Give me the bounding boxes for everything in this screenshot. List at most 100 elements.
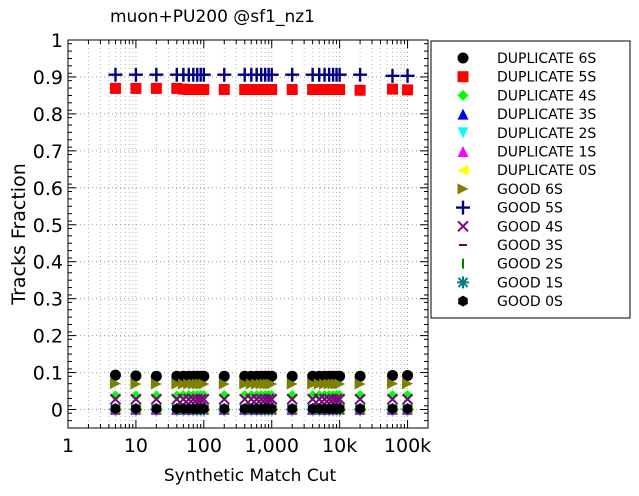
data-point xyxy=(307,378,319,390)
legend-marker xyxy=(457,183,469,195)
data-point xyxy=(150,82,162,94)
data-point xyxy=(109,369,121,381)
data-point xyxy=(218,370,230,382)
data-point xyxy=(353,67,368,82)
data-point xyxy=(333,393,346,405)
data-point xyxy=(218,378,230,390)
data-point xyxy=(262,393,275,405)
data-point xyxy=(109,390,121,402)
legend-entry: GOOD 1S xyxy=(457,275,563,291)
legend-marker xyxy=(456,200,470,215)
data-point xyxy=(400,68,415,83)
data-point xyxy=(198,378,210,390)
data-point xyxy=(286,378,298,390)
data-point xyxy=(286,393,298,405)
data-point xyxy=(150,378,162,390)
series-good-4s xyxy=(109,393,414,405)
data-point xyxy=(330,393,343,405)
data-point xyxy=(110,403,121,415)
plot-area xyxy=(67,39,429,429)
data-point xyxy=(218,84,230,96)
legend-marker xyxy=(457,108,469,120)
data-point xyxy=(354,389,366,401)
legend-marker xyxy=(457,71,469,83)
x-tick-label: 10k xyxy=(322,435,357,457)
y-tick-label: 1 xyxy=(51,30,63,52)
legend-entry: DUPLICATE 1S xyxy=(457,145,596,161)
axis-ticks xyxy=(67,39,429,429)
legend-label: DUPLICATE 5S xyxy=(497,70,596,86)
legend-entry: DUPLICATE 0S xyxy=(457,163,596,179)
data-point xyxy=(250,393,263,405)
data-point xyxy=(266,393,278,405)
data-point xyxy=(150,390,162,402)
data-point xyxy=(131,403,141,415)
data-point xyxy=(218,389,230,401)
x-tick-label: 100 xyxy=(186,435,222,457)
legend-entry: DUPLICATE 2S xyxy=(457,126,596,142)
data-point xyxy=(199,403,209,415)
data-point xyxy=(239,84,251,96)
data-point xyxy=(402,84,414,96)
data-point xyxy=(386,393,399,405)
data-point xyxy=(285,67,300,82)
data-point xyxy=(150,393,163,405)
data-points xyxy=(108,67,415,416)
data-point xyxy=(307,389,319,401)
series-duplicate-6s xyxy=(109,369,414,382)
legend-entry: GOOD 5S xyxy=(456,200,563,217)
y-tick-label: 0.2 xyxy=(33,326,63,348)
series-good-6s xyxy=(109,378,414,390)
data-point xyxy=(109,393,122,405)
legend-label: GOOD 5S xyxy=(497,201,563,217)
data-point xyxy=(266,370,278,382)
data-point xyxy=(401,393,414,405)
legend-label: GOOD 0S xyxy=(497,294,563,310)
legend-items: DUPLICATE 6S DUPLICATE 5S DUPLICATE 4S DUPL… xyxy=(456,51,596,310)
data-point xyxy=(334,403,345,415)
legend-entry: DUPLICATE 3S xyxy=(457,107,596,123)
data-point xyxy=(332,67,347,82)
data-point xyxy=(266,403,277,415)
y-tick-label: 0.8 xyxy=(33,104,63,126)
series-good-0s xyxy=(110,403,413,415)
data-point xyxy=(286,370,298,382)
legend-marker xyxy=(457,52,469,64)
legend-label: DUPLICATE 3S xyxy=(497,107,596,123)
data-point xyxy=(183,393,195,405)
data-point xyxy=(286,84,298,96)
legend-label: DUPLICATE 0S xyxy=(497,163,596,179)
legend-label: DUPLICATE 2S xyxy=(497,126,596,142)
data-point xyxy=(198,393,210,405)
legend-entry: DUPLICATE 5S xyxy=(457,70,596,86)
data-point xyxy=(402,378,414,390)
data-point xyxy=(195,393,207,405)
data-point xyxy=(130,82,142,94)
data-point xyxy=(171,390,183,402)
legend-marker xyxy=(457,127,469,139)
legend-entry: DUPLICATE 6S xyxy=(457,51,596,67)
chart-title: muon+PU200 @sf1_nz1 xyxy=(110,7,315,27)
data-point xyxy=(354,84,366,96)
data-point xyxy=(387,403,398,415)
data-point xyxy=(355,403,365,415)
legend-marker xyxy=(457,89,469,101)
legend-entry: GOOD 4S xyxy=(457,219,563,235)
legend-marker xyxy=(457,164,469,176)
y-tick-label: 0.9 xyxy=(33,67,63,89)
y-tick-label: 0.3 xyxy=(33,289,63,311)
legend-entry: GOOD 2S xyxy=(462,257,563,273)
data-point xyxy=(239,389,251,401)
legend: DUPLICATE 6S DUPLICATE 5S DUPLICATE 4S DUPL… xyxy=(430,40,631,319)
data-point xyxy=(151,403,162,415)
data-point xyxy=(402,389,414,401)
data-point xyxy=(386,83,398,95)
data-point xyxy=(286,389,298,401)
y-tick-label: 0 xyxy=(51,400,63,422)
legend-label: GOOD 3S xyxy=(497,238,563,254)
data-point xyxy=(264,67,279,82)
data-point xyxy=(219,403,230,415)
y-tick-label: 0.5 xyxy=(33,215,63,237)
data-point xyxy=(402,370,414,382)
